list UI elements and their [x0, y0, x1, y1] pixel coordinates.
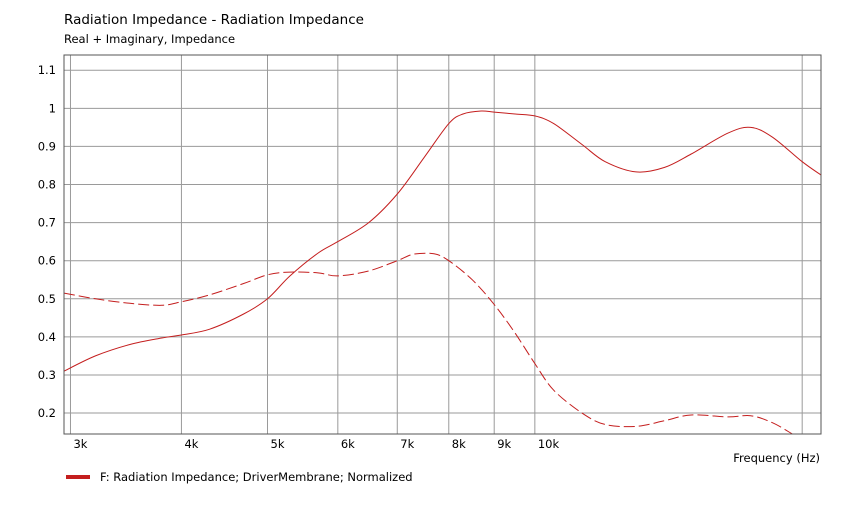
- x-tick-label: 4k: [184, 437, 198, 451]
- chart-title: Radiation Impedance - Radiation Impedanc…: [64, 12, 364, 28]
- legend-label: F: Radiation Impedance; DriverMembrane; …: [100, 470, 413, 484]
- x-tick-label: 10k: [538, 437, 560, 451]
- series-dashed-line: [64, 252, 793, 434]
- series-solid-line: [64, 110, 821, 372]
- y-tick-label: 0.9: [38, 139, 56, 153]
- x-tick-label: 6k: [341, 437, 355, 451]
- plot-frame: [63, 54, 822, 435]
- x-tick-label: 5k: [271, 437, 285, 451]
- y-tick-label: 0.7: [38, 216, 56, 230]
- y-tick-label: 1: [49, 101, 56, 115]
- y-tick-label: 1.1: [38, 63, 56, 77]
- chart-subtitle: Real + Imaginary, Impedance: [64, 32, 236, 46]
- legend-swatch: [66, 475, 90, 479]
- x-tick-label: 3k: [73, 437, 87, 451]
- x-tick-label: 7k: [400, 437, 414, 451]
- x-tick-label: 8k: [452, 437, 466, 451]
- y-tick-label: 0.5: [38, 292, 56, 306]
- grid: [64, 55, 821, 434]
- legend: F: Radiation Impedance; DriverMembrane; …: [66, 470, 413, 484]
- x-axis-label: Frequency (Hz): [733, 451, 820, 465]
- y-tick-label: 0.6: [38, 254, 56, 268]
- y-tick-label: 0.2: [38, 406, 56, 420]
- y-tick-label: 0.8: [38, 178, 56, 192]
- y-tick-label: 0.4: [38, 330, 56, 344]
- tick-labels: 0.2 0.3 0.4 0.5 0.6 0.7 0.8 0.9 1 1.1 3k 4k 5k 6k 7k 8k…: [38, 63, 560, 451]
- series-layer: [64, 110, 821, 434]
- x-tick-label: 9k: [497, 437, 511, 451]
- y-tick-label: 0.3: [38, 368, 56, 382]
